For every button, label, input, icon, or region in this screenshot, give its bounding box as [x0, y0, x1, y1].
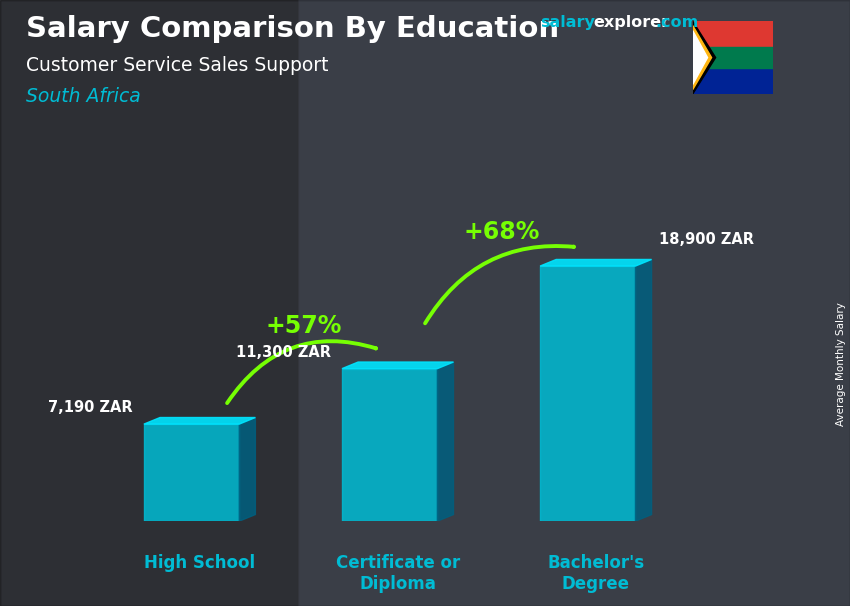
Polygon shape	[438, 362, 454, 521]
Polygon shape	[540, 259, 652, 266]
Text: .com: .com	[655, 15, 699, 30]
Text: +57%: +57%	[265, 314, 342, 338]
Polygon shape	[342, 362, 454, 368]
Bar	[298, 0, 850, 606]
Polygon shape	[693, 31, 707, 84]
Text: Bachelor's
Degree: Bachelor's Degree	[547, 554, 644, 593]
Text: Salary Comparison By Education: Salary Comparison By Education	[26, 15, 558, 43]
Text: Certificate or
Diploma: Certificate or Diploma	[336, 554, 460, 593]
Bar	[342, 368, 438, 521]
Polygon shape	[636, 259, 652, 521]
Text: South Africa: South Africa	[26, 87, 140, 106]
Text: 7,190 ZAR: 7,190 ZAR	[48, 400, 133, 415]
Text: salary: salary	[540, 15, 595, 30]
Bar	[693, 21, 774, 58]
Text: 18,900 ZAR: 18,900 ZAR	[659, 233, 754, 247]
Text: Customer Service Sales Support: Customer Service Sales Support	[26, 56, 328, 75]
Text: explorer: explorer	[593, 15, 670, 30]
Bar	[693, 58, 774, 94]
Polygon shape	[693, 25, 711, 90]
Text: 11,300 ZAR: 11,300 ZAR	[236, 345, 331, 359]
Text: Average Monthly Salary: Average Monthly Salary	[836, 302, 846, 425]
Polygon shape	[144, 418, 255, 424]
Polygon shape	[239, 418, 255, 521]
Polygon shape	[693, 21, 716, 94]
Bar	[144, 424, 239, 521]
Bar	[0, 0, 298, 606]
Text: +68%: +68%	[463, 220, 540, 244]
Text: High School: High School	[144, 554, 255, 573]
Bar	[693, 47, 774, 68]
Bar	[540, 266, 636, 521]
